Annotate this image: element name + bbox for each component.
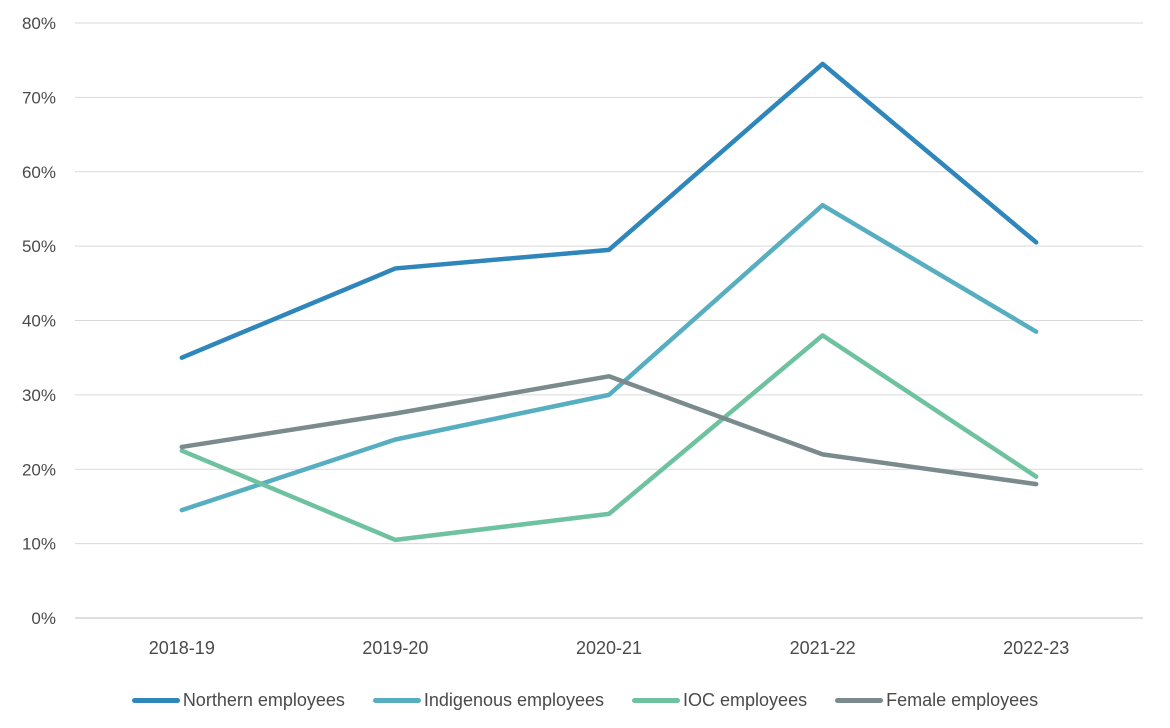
y-axis-label: 30% bbox=[22, 386, 56, 405]
legend-label: Indigenous employees bbox=[423, 689, 605, 710]
legend-line-icon bbox=[372, 697, 421, 703]
y-axis-label: 50% bbox=[22, 237, 56, 256]
y-axis-label: 80% bbox=[22, 14, 56, 33]
series-line-ioc-employees bbox=[179, 333, 1039, 543]
legend-item-female-employees: Female employees bbox=[835, 690, 1038, 711]
legend-line-icon bbox=[632, 697, 681, 703]
chart-legend: Northern employees Indigenous employees IO… bbox=[0, 684, 1170, 716]
legend-line-icon bbox=[835, 697, 884, 703]
legend-item-ioc-employees: IOC employees bbox=[632, 690, 807, 711]
x-axis-label: 2020-21 bbox=[576, 638, 642, 658]
legend-label: Northern employees bbox=[182, 689, 345, 710]
legend-label: Female employees bbox=[886, 689, 1039, 710]
y-axis-label: 70% bbox=[22, 88, 56, 107]
x-axis-label: 2022-23 bbox=[1003, 638, 1069, 658]
y-axis-label: 0% bbox=[31, 609, 56, 628]
series-line-indigenous-employees bbox=[179, 202, 1039, 513]
legend-item-northern-employees: Northern employees bbox=[131, 689, 345, 711]
x-axis-label: 2021-22 bbox=[790, 638, 856, 658]
y-axis-label: 60% bbox=[22, 163, 56, 182]
series-line-female-employees bbox=[179, 374, 1039, 487]
series-line-northern-employees bbox=[179, 61, 1039, 360]
legend-item-indigenous-employees: Indigenous employees bbox=[372, 689, 605, 711]
y-axis-label: 40% bbox=[22, 312, 56, 331]
y-axis-label: 20% bbox=[22, 460, 56, 479]
legend-label: IOC employees bbox=[683, 689, 808, 710]
x-axis-label: 2018-19 bbox=[149, 638, 215, 658]
x-axis-label: 2019-20 bbox=[362, 638, 428, 658]
y-axis-label: 10% bbox=[22, 535, 56, 554]
legend-line-icon bbox=[131, 697, 180, 703]
